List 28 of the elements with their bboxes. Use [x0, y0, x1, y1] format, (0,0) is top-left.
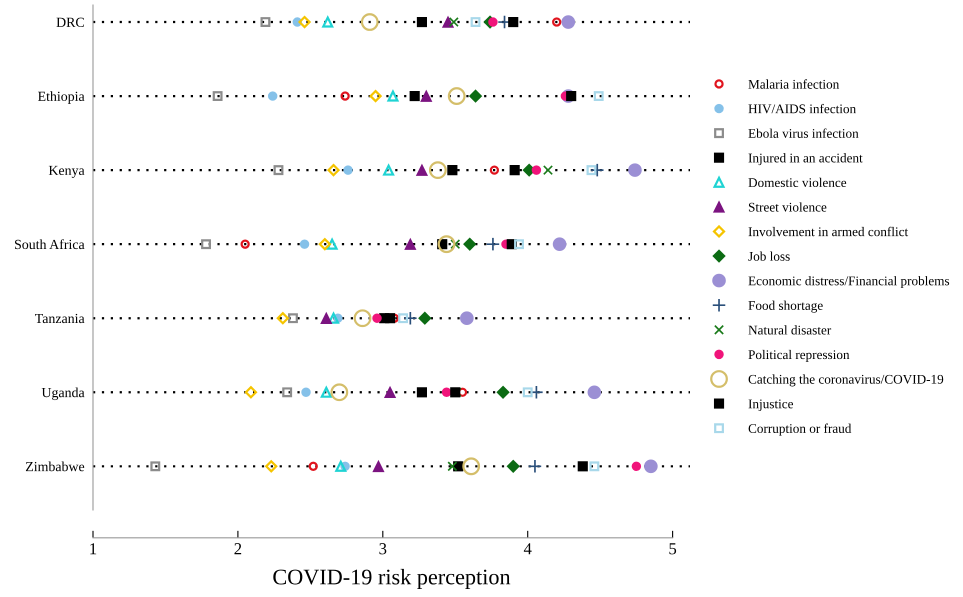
x-tick-label: 2 [234, 543, 242, 554]
y-tick-label: Zimbabwe [26, 461, 84, 472]
legend-label: Ebola virus infection [748, 128, 859, 138]
y-tick-label: Uganda [42, 387, 84, 400]
legend-label: Economic distress/Financial problems [748, 276, 950, 288]
legend-label: Malaria infection [748, 79, 840, 89]
legend-label: Natural disaster [748, 325, 832, 335]
legend-label: HIV/AIDS infection [748, 104, 856, 114]
legend-label: Injured in an accident [748, 153, 863, 166]
legend-label: Domestic violence [748, 178, 846, 188]
x-tick-label: 4 [524, 543, 532, 554]
legend-label: Involvement in armed conflict [748, 226, 908, 236]
y-tick-label: Kenya [48, 166, 84, 178]
legend-label: Food shortage [748, 300, 823, 313]
legend-label: Injustice [748, 399, 794, 412]
x-tick-label: 1 [90, 543, 96, 554]
legend-label: Job loss [748, 251, 790, 261]
y-tick-label: South Africa [15, 239, 84, 250]
x-axis-title: COVID-19 risk perception [273, 568, 510, 590]
y-tick-label: Tanzania [35, 314, 84, 324]
legend-label: Corruption or fraud [748, 424, 852, 436]
legend-label: Street violence [748, 202, 826, 212]
y-tick-label: Ethiopia [38, 91, 84, 104]
legend-label: Political repression [748, 350, 850, 362]
y-tick-label: DRC [56, 18, 84, 27]
x-tick-label: 3 [379, 543, 386, 554]
legend-label: Catching the coronavirus/COVID-19 [748, 374, 944, 386]
x-tick-label: 5 [669, 543, 676, 554]
